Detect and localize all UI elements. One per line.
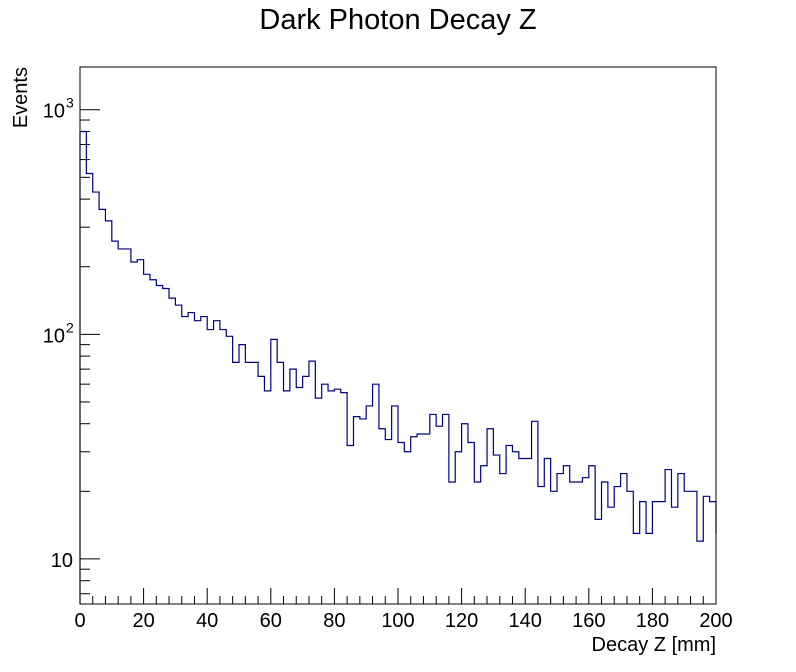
- y-tick-label: 10: [43, 325, 65, 347]
- x-tick-label: 160: [572, 610, 605, 632]
- plot-frame: [79, 66, 717, 605]
- y-tick-exponent: 2: [66, 319, 74, 335]
- y-tick-label: 10: [43, 101, 65, 123]
- x-tick-label: 120: [445, 610, 478, 632]
- histogram-outline: [79, 130, 717, 604]
- x-tick-label: 140: [509, 610, 542, 632]
- x-tick-label: 20: [132, 610, 154, 632]
- x-tick-label: 60: [260, 610, 282, 632]
- x-tick-label: 200: [699, 610, 732, 632]
- x-axis-ticks: [79, 588, 717, 604]
- x-tick-label: 0: [74, 610, 85, 632]
- y-tick-exponent: 3: [66, 95, 74, 111]
- chart-title: Dark Photon Decay Z: [259, 4, 537, 36]
- x-tick-label: 40: [196, 610, 218, 632]
- y-axis-label: Events: [10, 67, 32, 128]
- x-axis-label: Decay Z [mm]: [592, 634, 716, 656]
- y-tick-label: 10: [51, 550, 73, 572]
- histogram-series: [79, 130, 717, 604]
- x-tick-label: 80: [323, 610, 345, 632]
- x-tick-label: 180: [636, 610, 669, 632]
- x-tick-label: 100: [381, 610, 414, 632]
- y-axis-ticks: [80, 109, 100, 595]
- x-axis-tick-labels: 0 20 40 60 80 100 120 140 160 180 200: [74, 610, 732, 632]
